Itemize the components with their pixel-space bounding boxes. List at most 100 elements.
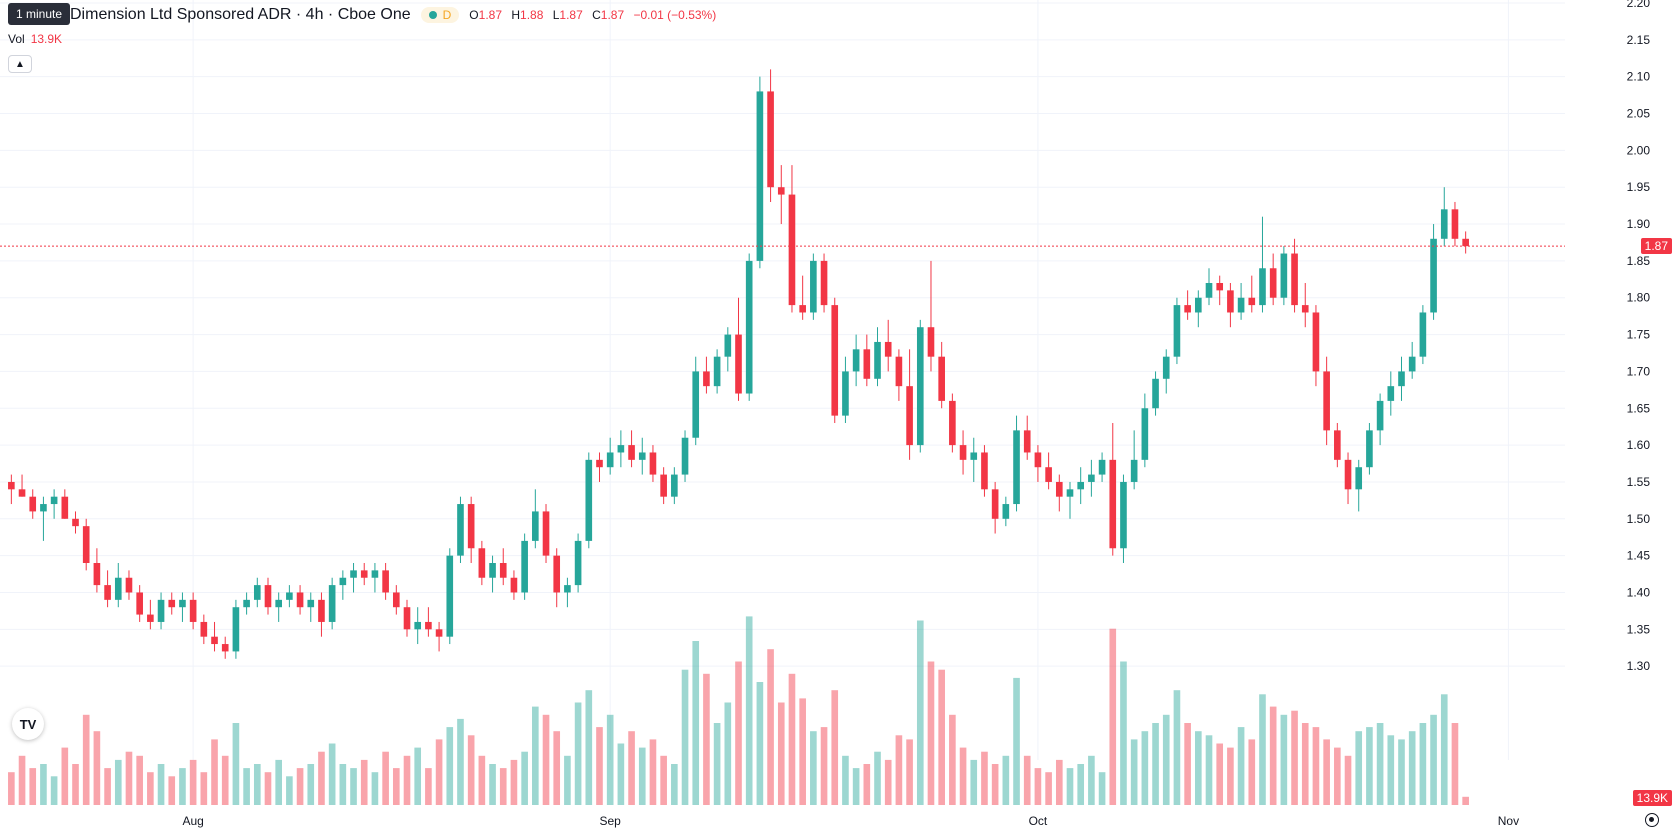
volume-bar xyxy=(703,673,710,805)
time-axis[interactable]: AugSepOctNovDec2026 xyxy=(182,814,1678,828)
candle-body xyxy=(1013,430,1020,505)
volume-bar xyxy=(382,751,389,805)
volume-bar xyxy=(884,759,892,805)
volume-bar xyxy=(478,755,486,805)
candle-body xyxy=(628,445,635,460)
volume-bar xyxy=(1227,747,1234,805)
candle-body xyxy=(1312,312,1320,372)
candle-body xyxy=(1162,356,1170,379)
candle-body xyxy=(457,504,464,556)
volume-bar xyxy=(1269,706,1277,805)
volume-bar xyxy=(745,616,753,805)
volume-bar xyxy=(114,759,122,805)
candle-body xyxy=(1323,371,1330,431)
time-tick-label: Aug xyxy=(182,814,203,828)
candle-body xyxy=(425,621,432,630)
candle-body xyxy=(253,585,261,600)
volume-bar xyxy=(532,706,539,805)
candle-body xyxy=(72,518,79,527)
candle-body xyxy=(724,334,732,357)
candle-body xyxy=(606,452,614,468)
candle-body xyxy=(788,194,796,306)
volume-bar xyxy=(1440,694,1448,805)
candle-body xyxy=(863,349,871,379)
candle-body xyxy=(1205,283,1213,298)
candle-body xyxy=(275,599,282,608)
volume-bar xyxy=(403,755,411,805)
volume-bar xyxy=(788,673,796,805)
candle-body xyxy=(1216,283,1224,291)
volume-bar xyxy=(1109,628,1117,805)
candle-body xyxy=(339,577,347,586)
volume-bar xyxy=(40,764,47,805)
volume-tag: 13.9K xyxy=(1632,790,1672,806)
candle-body xyxy=(959,445,967,460)
low-value: 1.87 xyxy=(559,8,583,22)
price-tick-label: 2.20 xyxy=(1627,0,1651,10)
open-label: O xyxy=(469,8,479,22)
grid-lines xyxy=(0,0,1565,760)
candle-body xyxy=(638,452,646,460)
price-axis[interactable]: 1.30 1.35 1.40 1.45 1.50 1.55 1.60 1.65 1.70 1.75… xyxy=(1627,0,1651,673)
collapse-legend-button[interactable]: ▲ xyxy=(8,55,32,73)
volume-bar xyxy=(970,759,978,805)
volume-bar xyxy=(125,751,133,805)
volume-bar xyxy=(606,714,614,805)
candle-body xyxy=(745,260,753,394)
symbol-title[interactable]: Dimension Ltd Sponsored ADR · 4h · Cboe … xyxy=(70,6,411,23)
volume-bar xyxy=(681,669,689,805)
volume-label: Vol xyxy=(8,32,25,46)
volume-legend: Vol 13.9K xyxy=(8,32,62,46)
candle-body xyxy=(328,585,336,622)
price-tick-label: 2.00 xyxy=(1627,143,1651,157)
candle-body xyxy=(1152,378,1159,409)
volume-bar xyxy=(1205,735,1213,805)
candle-body xyxy=(371,570,379,578)
candle-body xyxy=(1408,356,1416,372)
candle-body xyxy=(200,621,208,637)
volume-bar xyxy=(425,768,432,805)
volume-bar xyxy=(553,731,561,805)
candle-body xyxy=(1237,297,1245,313)
volume-bar xyxy=(1141,731,1149,805)
volume-bar xyxy=(18,755,26,805)
volume-bar xyxy=(638,747,646,805)
volume-bar xyxy=(8,772,15,805)
price-tick-label: 1.65 xyxy=(1627,401,1651,415)
candle-body xyxy=(168,599,176,608)
volume-bar xyxy=(574,702,582,805)
price-tick-label: 2.10 xyxy=(1627,70,1651,84)
candle-body xyxy=(564,585,571,593)
candle-body xyxy=(125,577,133,593)
price-tick-label: 2.15 xyxy=(1627,33,1651,47)
volume-bar xyxy=(147,772,154,805)
candle-body xyxy=(1077,481,1085,490)
candle-body xyxy=(296,592,304,608)
candle-body xyxy=(179,599,186,608)
volume-bar xyxy=(1344,755,1352,805)
candle-body xyxy=(414,621,422,630)
price-tick-label: 1.35 xyxy=(1627,622,1651,636)
candle-body xyxy=(767,91,774,188)
candle-body xyxy=(1120,481,1127,549)
candle-body xyxy=(29,496,37,512)
volume-bar xyxy=(1120,661,1127,805)
candle-body xyxy=(489,563,496,578)
price-tick-label: 1.70 xyxy=(1627,364,1651,378)
tradingview-logo[interactable]: TV xyxy=(12,708,44,740)
candle-body xyxy=(884,341,892,357)
volume-bar xyxy=(1430,714,1437,805)
volume-bar xyxy=(467,735,475,805)
candle-body xyxy=(1227,290,1234,313)
volume-bar xyxy=(1323,739,1330,805)
candle-body xyxy=(382,570,389,593)
candle-body xyxy=(307,599,315,608)
candle-body xyxy=(93,563,101,586)
candle-body xyxy=(1334,430,1341,460)
candle-body xyxy=(1419,312,1427,357)
market-status-badge[interactable]: D xyxy=(420,7,460,23)
volume-bar xyxy=(1013,677,1020,805)
gear-icon[interactable] xyxy=(1645,813,1659,827)
volume-bar xyxy=(916,620,924,805)
